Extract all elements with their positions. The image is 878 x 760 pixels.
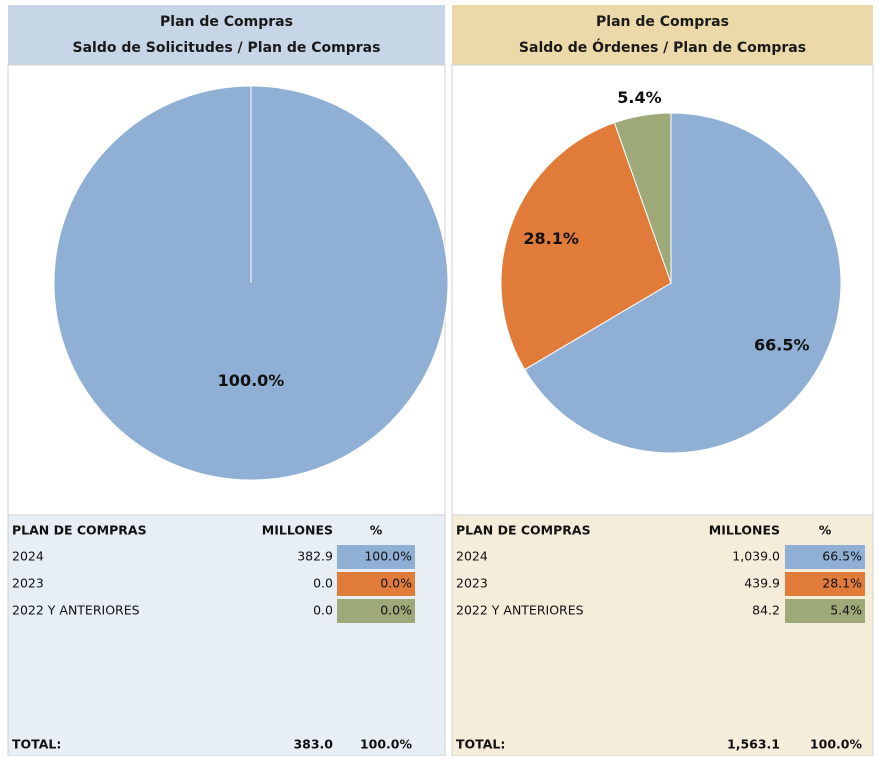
pie-slice — [523, 112, 842, 454]
chart-subtitle: Saldo de Solicitudes / Plan de Compras — [73, 40, 381, 56]
chart-title: Plan de Compras — [160, 14, 293, 30]
table-total: TOTAL: — [456, 737, 505, 752]
pct-cell — [337, 599, 415, 623]
table-header: MILLONES — [262, 523, 333, 538]
pct-cell — [785, 545, 865, 569]
table-header: % — [819, 523, 832, 538]
pie-label: 100.0% — [218, 371, 285, 390]
pie-slice — [500, 122, 672, 371]
row-label: 2024 — [456, 549, 488, 564]
pie-label: 5.4% — [617, 88, 661, 107]
pie-slice — [613, 112, 672, 284]
pct-cell — [785, 599, 865, 623]
chart-title: Plan de Compras — [596, 14, 729, 30]
pct-cell — [785, 572, 865, 596]
row-label: 2022 Y ANTERIORES — [456, 603, 584, 618]
table-total: TOTAL: — [12, 737, 61, 752]
row-label: 2022 Y ANTERIORES — [12, 603, 140, 618]
row-pct: 66.5% — [822, 549, 862, 564]
table-header: PLAN DE COMPRAS — [12, 523, 147, 538]
row-millones: 382.9 — [297, 549, 333, 564]
row-millones: 0.0 — [313, 576, 333, 591]
row-label: 2023 — [12, 576, 44, 591]
row-pct: 0.0% — [380, 576, 412, 591]
row-millones: 1,039.0 — [732, 549, 780, 564]
table-total: 100.0% — [810, 737, 863, 752]
row-pct: 28.1% — [822, 576, 862, 591]
row-millones: 439.9 — [744, 576, 780, 591]
panel-header — [452, 5, 873, 65]
row-label: 2024 — [12, 549, 44, 564]
row-label: 2023 — [456, 576, 488, 591]
row-millones: 0.0 — [313, 603, 333, 618]
row-millones: 84.2 — [752, 603, 780, 618]
table-total: 100.0% — [360, 737, 413, 752]
chart-subtitle: Saldo de Órdenes / Plan de Compras — [519, 38, 806, 56]
pie-label: 28.1% — [523, 229, 579, 248]
pie-label: 66.5% — [754, 336, 810, 355]
table-total: 383.0 — [293, 737, 333, 752]
table-total: 1,563.1 — [727, 737, 780, 752]
pct-cell — [337, 545, 415, 569]
row-pct: 100.0% — [364, 549, 412, 564]
table-header: % — [370, 523, 383, 538]
table-header: MILLONES — [709, 523, 780, 538]
pct-cell — [337, 572, 415, 596]
row-pct: 5.4% — [830, 603, 862, 618]
table-header: PLAN DE COMPRAS — [456, 523, 591, 538]
row-pct: 0.0% — [380, 603, 412, 618]
panel-header — [8, 5, 445, 65]
